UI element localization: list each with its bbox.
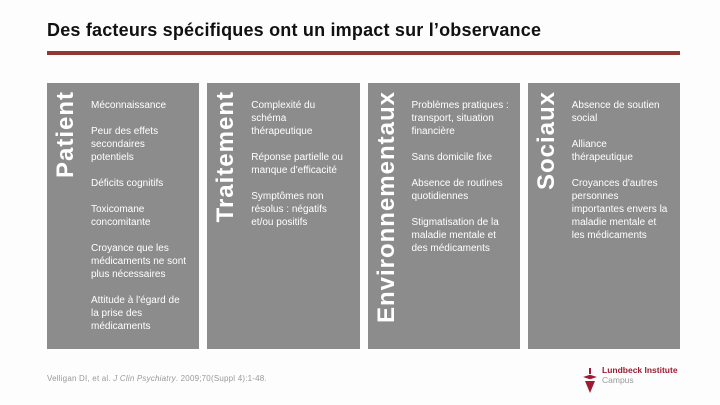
column-environnementaux-label: Environnementaux — [372, 91, 400, 324]
column-patient-items: Méconnaissance Peur des effets secondaire… — [91, 99, 189, 333]
citation-authors: Velligan DI, et al. — [47, 374, 114, 383]
factor-item: Stigmatisation de la maladie mentale et … — [411, 217, 499, 254]
factors-columns: Patient Méconnaissance Peur des effets se… — [47, 83, 680, 349]
factor-item: Peur des effets secondaires potentiels — [91, 126, 159, 163]
title-underline — [47, 51, 680, 55]
factor-item: Toxicomane concomitante — [91, 204, 151, 228]
factor-item: Absence de soutien social — [571, 100, 660, 124]
column-sociaux-label: Sociaux — [532, 91, 560, 191]
column-patient-label: Patient — [52, 91, 79, 179]
citation-details: . 2009;70(Suppl 4):1-48. — [175, 374, 267, 383]
page-title: Des facteurs spécifiques ont un impact s… — [47, 20, 542, 40]
logo-title: Lundbeck Institute — [602, 365, 678, 375]
factor-item: Méconnaissance — [91, 100, 167, 111]
column-traitement-items: Complexité du schéma thérapeutique Répons… — [251, 99, 349, 229]
column-environnementaux: Environnementaux Problèmes pratiques : t… — [367, 83, 520, 349]
lundbeck-logo: Lundbeck Institute Campus — [583, 365, 678, 399]
lundbeck-star-icon — [583, 368, 597, 399]
column-traitement: Traitement Complexité du schéma thérapeu… — [207, 83, 360, 349]
citation: Velligan DI, et al. J Clin Psychiatry. 2… — [47, 374, 267, 383]
column-traitement-label: Traitement — [212, 91, 240, 223]
column-patient: Patient Méconnaissance Peur des effets se… — [47, 83, 200, 349]
column-sociaux-items: Absence de soutien social Alliance thérap… — [572, 99, 670, 242]
lundbeck-logo-text: Lundbeck Institute Campus — [602, 365, 678, 386]
factor-item: Alliance thérapeutique — [571, 139, 633, 163]
factor-item: Croyance que les médicaments ne sont plu… — [91, 243, 187, 280]
factor-item: Complexité du schéma thérapeutique — [251, 100, 316, 137]
factor-item: Réponse partielle ou manque d'efficacité — [251, 152, 343, 176]
factor-item: Croyances d'autres personnes importantes… — [571, 178, 668, 241]
factor-item: Déficits cognitifs — [91, 178, 164, 189]
factor-item: Sans domicile fixe — [411, 152, 493, 163]
factor-item: Symptômes non résolus : négatifs et/ou p… — [251, 191, 327, 228]
citation-journal: J Clin Psychiatry — [113, 374, 176, 383]
column-sociaux: Sociaux Absence de soutien social Allianc… — [527, 83, 680, 349]
column-environnementaux-items: Problèmes pratiques : transport, situati… — [412, 99, 510, 255]
factor-item: Problèmes pratiques : transport, situati… — [411, 100, 509, 137]
logo-subtitle: Campus — [602, 374, 634, 385]
factor-item: Absence de routines quotidiennes — [411, 178, 503, 202]
factor-item: Attitude à l'égard de la prise des médic… — [91, 295, 180, 332]
